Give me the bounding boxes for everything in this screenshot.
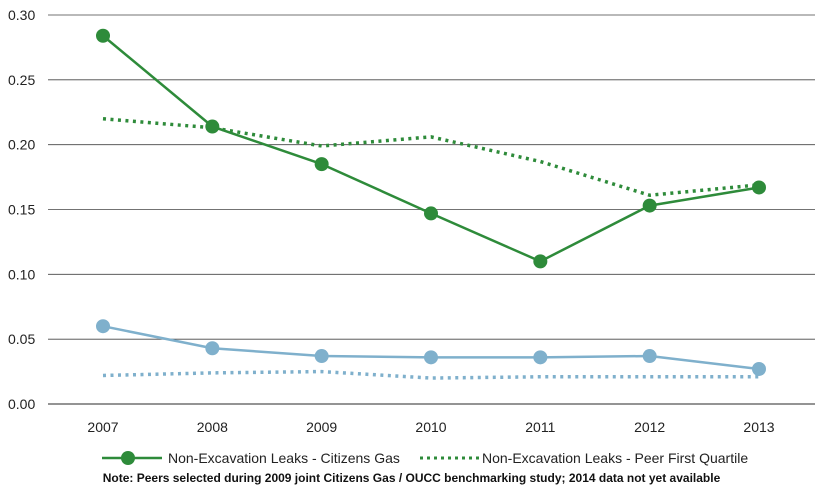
legend-item-peer-first-quartile: Non-Excavation Leaks - Peer First Quarti… — [418, 447, 748, 469]
legend-swatch-solid — [102, 451, 162, 465]
legend-label-citizens-gas: Non-Excavation Leaks - Citizens Gas — [168, 450, 400, 466]
legend-item-citizens-gas: Non-Excavation Leaks - Citizens Gas — [100, 447, 400, 469]
data-point — [424, 206, 438, 221]
series-line-1 — [102, 116, 760, 197]
y-tick-label: 0.25 — [8, 72, 35, 88]
line-chart: 0.000.050.100.150.200.250.30 2007 2008 200… — [8, 7, 815, 435]
y-axis-ticks: 0.00 0.05 0.10 0.15 0.20 0.25 0.30 — [8, 7, 35, 412]
y-tick-label: 0.00 — [8, 396, 35, 412]
y-tick-label: 0.05 — [8, 331, 35, 347]
data-point — [642, 349, 657, 364]
y-tick-label: 0.20 — [8, 137, 35, 153]
data-point — [533, 254, 548, 269]
data-point — [314, 157, 329, 172]
data-point — [96, 28, 110, 43]
y-tick-label: 0.10 — [8, 266, 35, 282]
x-tick-label: 2012 — [634, 419, 665, 435]
x-tick-label: 2007 — [87, 419, 118, 435]
series-line-3 — [102, 369, 759, 380]
legend-label-peer-first-quartile: Non-Excavation Leaks - Peer First Quarti… — [482, 450, 749, 466]
x-tick-label: 2013 — [743, 419, 774, 435]
y-tick-label: 0.30 — [8, 7, 35, 23]
y-tick-label: 0.15 — [8, 202, 35, 218]
data-point — [205, 341, 220, 356]
series-line-0 — [102, 34, 760, 263]
gridlines — [48, 14, 815, 405]
data-point — [752, 180, 766, 195]
x-tick-label: 2008 — [197, 419, 228, 435]
footnote: Note: Peers selected during 2009 joint C… — [102, 471, 721, 485]
data-point — [205, 119, 220, 134]
x-tick-label: 2009 — [306, 419, 337, 435]
series-group — [96, 28, 766, 380]
x-tick-label: 2010 — [415, 419, 446, 435]
data-point — [96, 319, 110, 334]
legend: Non-Excavation Leaks - Citizens Gas Non-… — [0, 447, 823, 469]
legend-swatch-dotted — [420, 456, 480, 460]
data-point — [533, 350, 548, 365]
data-point — [314, 349, 329, 364]
x-axis-ticks: 2007 2008 2009 2010 2011 2012 2013 — [87, 419, 774, 435]
data-point — [642, 198, 657, 213]
data-point — [752, 361, 766, 376]
x-tick-label: 2011 — [525, 419, 555, 435]
data-point — [424, 350, 438, 365]
